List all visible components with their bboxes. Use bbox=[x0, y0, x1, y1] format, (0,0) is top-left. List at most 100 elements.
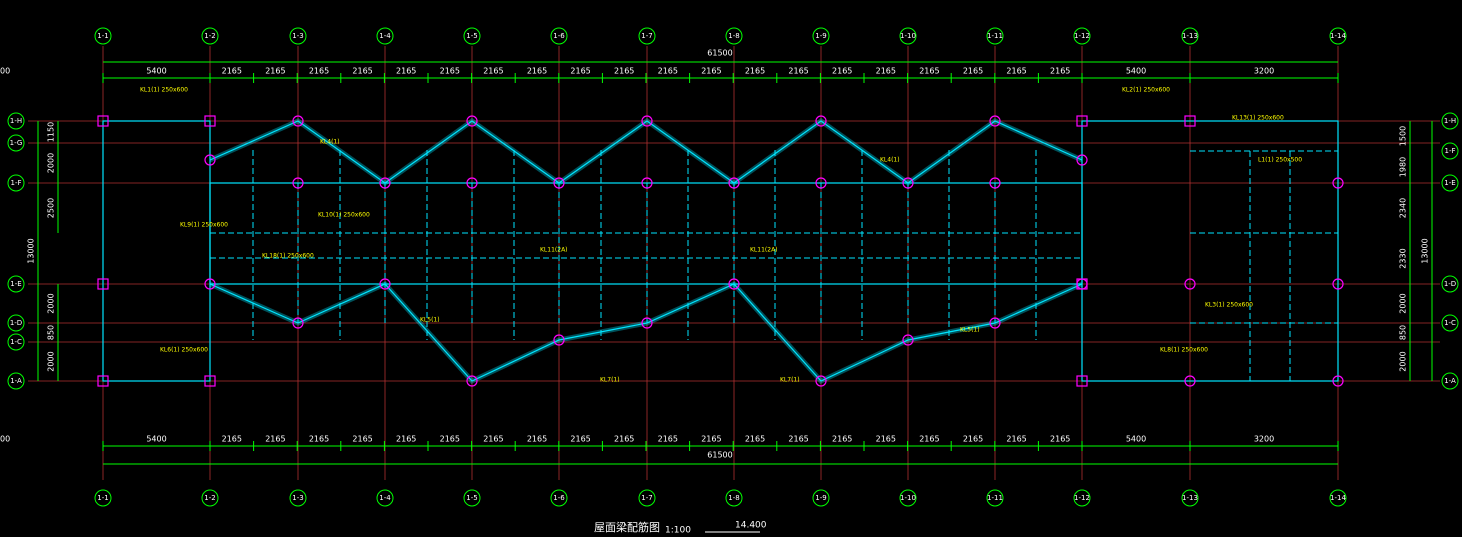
beam-label: L1(1) 250x500 bbox=[1258, 157, 1302, 164]
dimension-text: 2165 bbox=[745, 435, 765, 444]
axis-label: 1-11 bbox=[987, 494, 1003, 502]
dimension-text: 5400 bbox=[146, 67, 166, 76]
drawing-scale: 1:100 bbox=[665, 526, 691, 536]
dimension-text: 2165 bbox=[614, 435, 634, 444]
axis-bubble bbox=[94, 27, 112, 45]
dimension-text: 2165 bbox=[265, 435, 285, 444]
column bbox=[1184, 375, 1196, 387]
column bbox=[466, 375, 478, 387]
axis-label: 1-13 bbox=[1182, 494, 1198, 502]
column bbox=[204, 278, 216, 290]
column bbox=[1076, 278, 1088, 290]
beam-label: KL7(1) bbox=[600, 377, 620, 384]
column bbox=[1184, 278, 1196, 290]
dimension-text: 2165 bbox=[832, 435, 852, 444]
axis-bubble bbox=[812, 27, 830, 45]
dimension-text: 2165 bbox=[570, 435, 590, 444]
column bbox=[989, 317, 1001, 329]
dimension-text: 2165 bbox=[658, 435, 678, 444]
axis-label: 1-5 bbox=[466, 494, 477, 502]
dimension-text: 2165 bbox=[265, 67, 285, 76]
dimension-text: 2165 bbox=[832, 67, 852, 76]
beam-label: KL10(1) 250x600 bbox=[318, 212, 370, 219]
dimension-text: 2000 bbox=[1399, 351, 1408, 371]
axis-label: 1-4 bbox=[379, 494, 391, 502]
axis-bubble bbox=[1073, 27, 1091, 45]
axis-label: 1-F bbox=[10, 179, 21, 187]
beam-label: KL4(1) bbox=[320, 139, 340, 146]
axis-label: 1-12 bbox=[1074, 494, 1090, 502]
axis-bubble bbox=[463, 27, 481, 45]
column bbox=[1076, 154, 1088, 166]
dimension-text: 5400 bbox=[146, 435, 166, 444]
axis-label: 1-1 bbox=[97, 494, 108, 502]
axis-bubble bbox=[7, 372, 25, 390]
axis-label: 1-9 bbox=[815, 32, 826, 40]
column bbox=[641, 115, 653, 127]
beam-label: KL11(2A) bbox=[750, 247, 778, 254]
beam-label: KL3(1) 250x600 bbox=[1205, 302, 1253, 309]
axis-bubble bbox=[7, 112, 25, 130]
axis-bubble bbox=[899, 489, 917, 507]
column bbox=[1184, 115, 1196, 127]
axis-label: 1-A bbox=[1444, 377, 1456, 385]
column bbox=[1076, 115, 1088, 127]
beam-label: KL5(1) bbox=[420, 317, 440, 324]
dimension-text: 2165 bbox=[222, 67, 242, 76]
axis-bubble bbox=[1329, 27, 1347, 45]
column bbox=[292, 177, 304, 189]
axis-label: 1-8 bbox=[728, 32, 739, 40]
column bbox=[989, 115, 1001, 127]
axis-bubble bbox=[7, 134, 25, 152]
dimension-text: 2165 bbox=[919, 67, 939, 76]
axis-bubble bbox=[201, 27, 219, 45]
column bbox=[815, 177, 827, 189]
beam-label: KL8(1) 250x600 bbox=[1160, 347, 1208, 354]
dimension-text: 2165 bbox=[745, 67, 765, 76]
dimension-text: 2165 bbox=[309, 435, 329, 444]
dimension-text: 2165 bbox=[1050, 435, 1070, 444]
dimension-text: 3200 bbox=[1254, 435, 1274, 444]
column bbox=[989, 177, 1001, 189]
beam bbox=[209, 120, 1083, 184]
dimension-text: 2165 bbox=[440, 67, 460, 76]
column bbox=[292, 317, 304, 329]
dimension-text: 2500 bbox=[47, 198, 56, 218]
axis-label: 1-14 bbox=[1330, 32, 1346, 40]
beam-label: KL5(1) bbox=[960, 327, 980, 334]
axis-label: 1-7 bbox=[641, 32, 652, 40]
dimension-text: 2165 bbox=[396, 435, 416, 444]
dimension-text: 2000 bbox=[47, 351, 56, 371]
beam-label: KL1(1) 250x600 bbox=[140, 87, 188, 94]
dimension-text: 2165 bbox=[963, 435, 983, 444]
axis-bubble bbox=[899, 27, 917, 45]
dimension-text: 13000 bbox=[27, 238, 36, 263]
beam-label: KL18(1) 250x600 bbox=[262, 253, 314, 260]
dimension-text: 2165 bbox=[876, 67, 896, 76]
axis-bubble bbox=[1441, 142, 1459, 160]
axis-bubble bbox=[550, 489, 568, 507]
axis-label: 1-D bbox=[10, 319, 22, 327]
axis-label: 1-3 bbox=[292, 494, 303, 502]
dimension-text: 2165 bbox=[570, 67, 590, 76]
dimension-text: 850 bbox=[1399, 325, 1408, 340]
dimension-text: 2165 bbox=[788, 435, 808, 444]
column bbox=[204, 115, 216, 127]
dimension-text: 2165 bbox=[527, 67, 547, 76]
column bbox=[466, 177, 478, 189]
axis-label: 1-E bbox=[10, 280, 21, 288]
axis-bubble bbox=[201, 489, 219, 507]
axis-label: 1-A bbox=[10, 377, 22, 385]
elevation: 14.400 bbox=[735, 521, 767, 531]
dimension-text: 2000 bbox=[47, 153, 56, 173]
axis-bubble bbox=[289, 489, 307, 507]
axis-bubble bbox=[1441, 372, 1459, 390]
beam bbox=[208, 280, 1084, 385]
column bbox=[728, 177, 740, 189]
beam-label: KL4(1) bbox=[880, 157, 900, 164]
column bbox=[815, 375, 827, 387]
axis-label: 1-3 bbox=[292, 32, 303, 40]
axis-bubble bbox=[1181, 27, 1199, 45]
drawing-title: 屋面梁配筋图 bbox=[594, 520, 660, 534]
axis-label: 1-12 bbox=[1074, 32, 1090, 40]
